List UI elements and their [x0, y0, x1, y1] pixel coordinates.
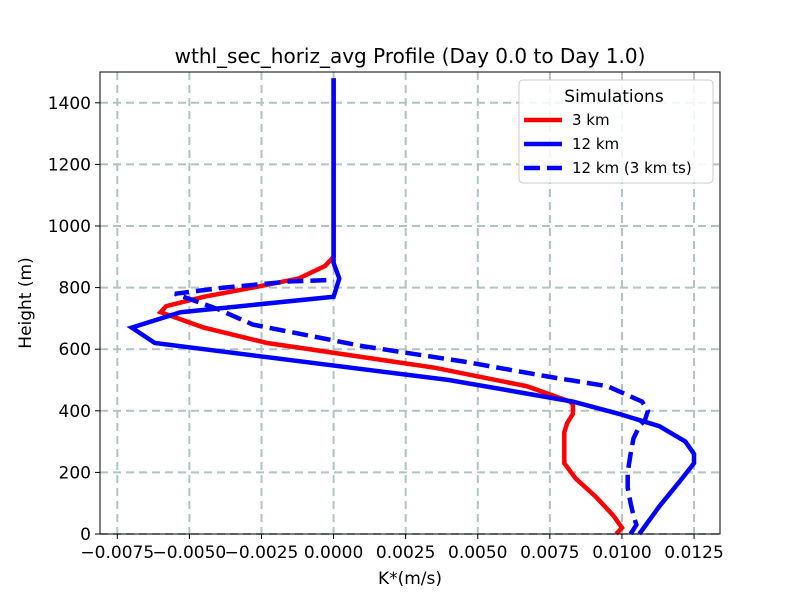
y-tick-label: 1200 — [48, 155, 91, 175]
legend-entry-label: 3 km — [572, 111, 610, 129]
ticks: −0.0075−0.0050−0.0025 0.0000 0.0025 0.0050 0… — [48, 94, 724, 563]
x-tick-label: 0.0075 — [520, 543, 579, 563]
x-tick-label: 0.0100 — [592, 543, 651, 563]
y-tick-label: 600 — [59, 340, 91, 360]
legend-entry-label: 12 km — [572, 135, 619, 153]
y-tick-label: 200 — [59, 463, 91, 483]
x-tick-label: −0.0025 — [225, 543, 299, 563]
chart-title: wthl_sec_horiz_avg Profile (Day 0.0 to D… — [175, 44, 646, 68]
x-tick-label: −0.0050 — [153, 543, 227, 563]
x-tick-label: 0.0050 — [448, 543, 507, 563]
y-tick-label: 1000 — [48, 217, 91, 237]
series-line — [126, 78, 697, 536]
series-line — [156, 78, 625, 536]
legend-box — [518, 79, 714, 184]
legend: Simulations 3 km 12 km 12 km (3 km ts) — [518, 79, 714, 184]
y-tick-label: 800 — [59, 279, 91, 299]
x-tick-label: 0.0000 — [304, 543, 363, 563]
y-tick-label: 1400 — [48, 94, 91, 114]
y-tick-label: 400 — [59, 402, 91, 422]
x-tick-label: 0.0125 — [664, 543, 723, 563]
legend-title: Simulations — [564, 87, 664, 107]
x-axis-label: K*(m/s) — [378, 569, 442, 589]
y-axis-label: Height (m) — [16, 257, 36, 348]
series-line — [174, 277, 651, 536]
x-tick-label: 0.0025 — [376, 543, 435, 563]
plot-frame — [99, 71, 721, 535]
x-tick-label: −0.0075 — [80, 543, 154, 563]
y-tick-label: 0 — [80, 525, 91, 545]
legend-entry-label: 12 km (3 km ts) — [572, 159, 692, 177]
series-group — [126, 78, 697, 536]
